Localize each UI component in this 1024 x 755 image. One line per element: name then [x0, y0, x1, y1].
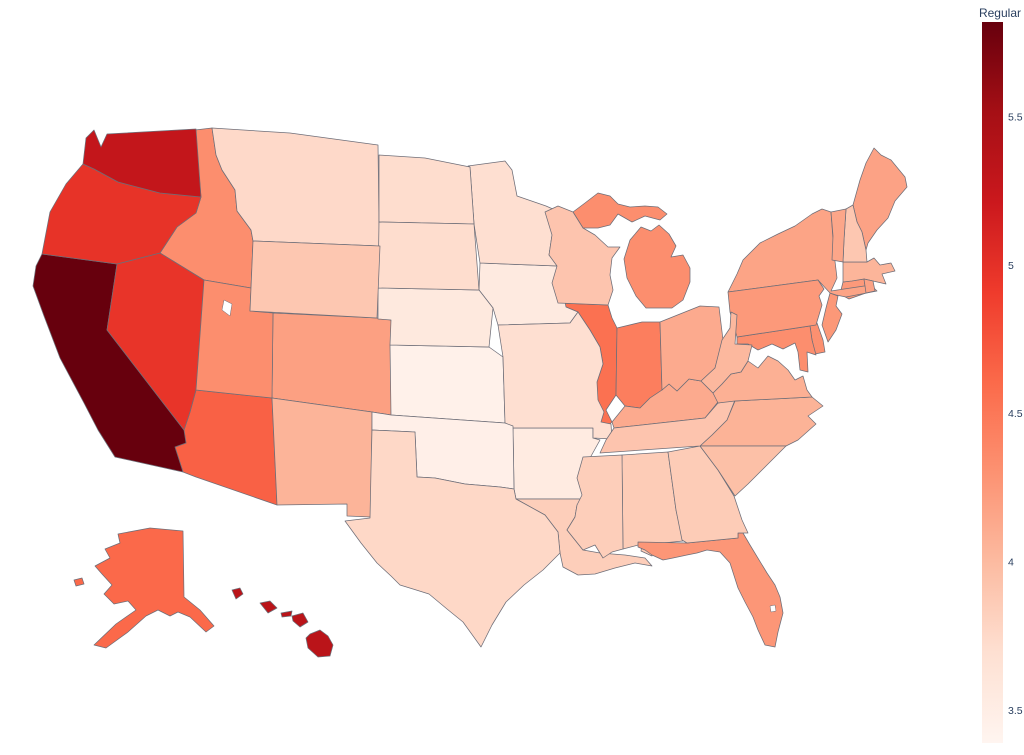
state-SD[interactable]	[377, 221, 480, 291]
colorbar-tick-label: 4	[1008, 557, 1014, 569]
state-RI[interactable]	[863, 278, 876, 294]
state-VT[interactable]	[830, 208, 847, 263]
state-TN[interactable]	[599, 399, 736, 454]
state-NV[interactable]	[106, 252, 205, 431]
state-WV[interactable]	[700, 311, 753, 394]
colorbar-tick-label: 3.5	[1008, 705, 1023, 717]
state-MT[interactable]	[211, 127, 381, 247]
colorbar-title: Regular	[979, 6, 1021, 20]
lakes-layer	[221, 299, 777, 613]
state-HI[interactable]	[231, 587, 334, 658]
state-SC[interactable]	[699, 445, 787, 497]
state-KS[interactable]	[389, 344, 506, 424]
state-WI[interactable]	[544, 205, 621, 306]
state-MA[interactable]	[842, 257, 896, 285]
state-AK[interactable]	[73, 527, 215, 649]
state-ND[interactable]	[378, 154, 475, 225]
state-MS[interactable]	[566, 454, 624, 559]
state-WY[interactable]	[249, 240, 381, 319]
colorbar-tick-label: 4.5	[1008, 408, 1023, 420]
state-FL[interactable]	[637, 532, 784, 648]
states-layer	[32, 127, 908, 658]
great-salt-lake	[221, 299, 233, 317]
colorbar-tick-label: 5	[1008, 260, 1014, 272]
state-NY[interactable]	[727, 208, 878, 298]
colorbar-tick-label: 5.5	[1008, 111, 1023, 123]
state-NJ[interactable]	[821, 292, 843, 343]
state-MI[interactable]	[572, 192, 691, 309]
colorbar-ticks: 5.5 5 4.5 4 3.5	[1008, 111, 1023, 717]
state-CO[interactable]	[271, 312, 392, 416]
state-TX[interactable]	[344, 429, 561, 648]
colorbar-gradient-bar	[982, 22, 1003, 743]
lake-okeechobee	[769, 604, 777, 613]
state-WA[interactable]	[82, 128, 202, 198]
state-NE[interactable]	[377, 287, 494, 348]
state-NM[interactable]	[271, 397, 373, 518]
colorbar-group: Regular 5.5 5 4.5 4 3.5	[979, 6, 1023, 743]
